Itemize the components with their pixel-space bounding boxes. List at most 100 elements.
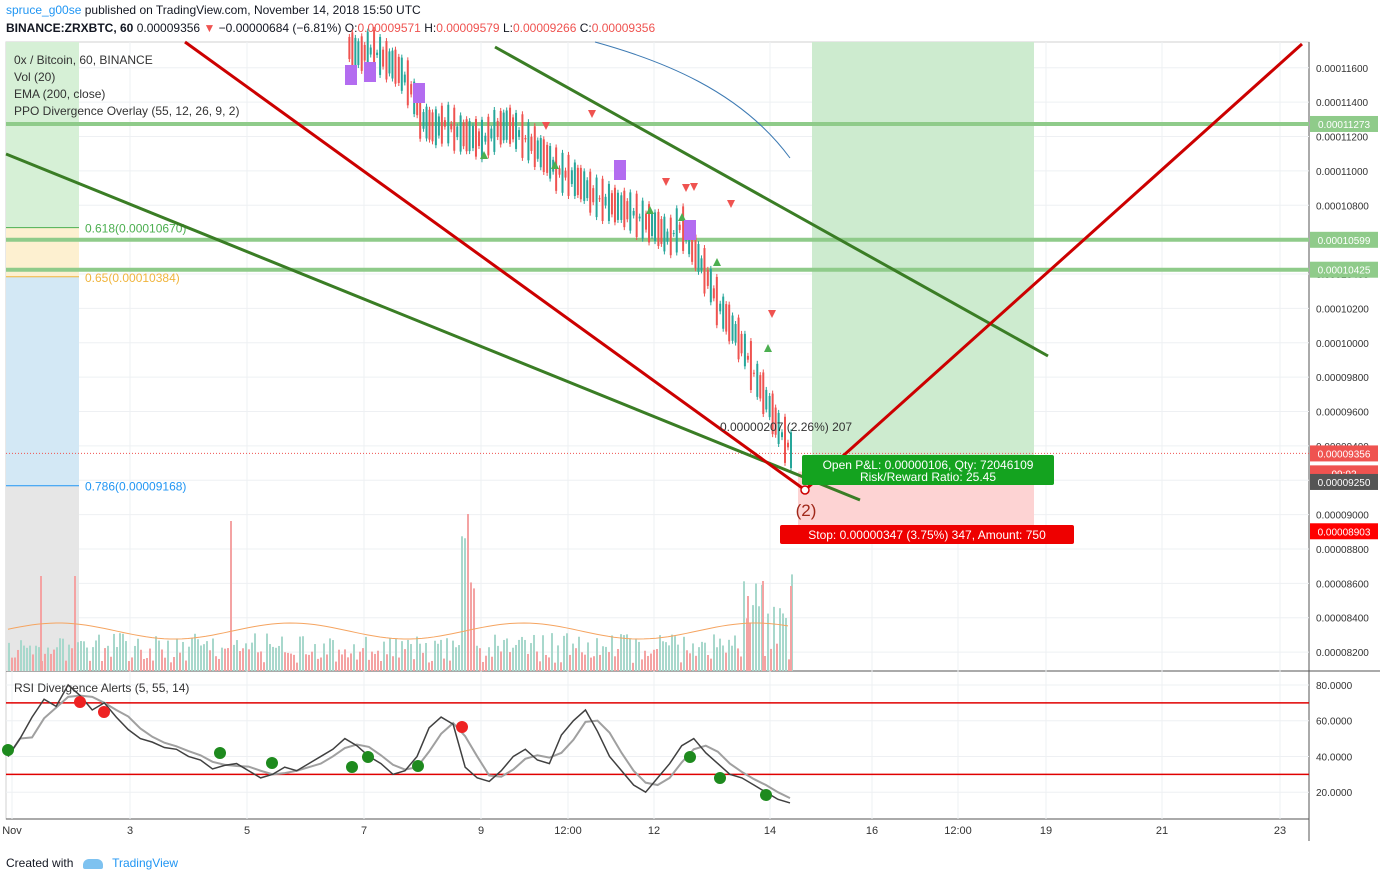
volume-bar (617, 649, 619, 671)
volume-bar (17, 649, 19, 671)
volume-bar (173, 657, 175, 671)
pnl-label: Open P&L: 0.00000106, Qty: 72046109 (823, 458, 1034, 472)
trend-line-lower (5, 152, 861, 502)
candle-body (521, 114, 524, 158)
rsi-bearish-dot (456, 721, 468, 733)
candle-body (641, 200, 644, 239)
rsi-line (7, 683, 791, 804)
footer-branding: Created with TradingView (6, 856, 178, 870)
candle-body (697, 243, 700, 272)
volume-bar (254, 633, 256, 671)
candle-body (564, 170, 567, 178)
candle-body (728, 304, 731, 342)
candle-body (425, 106, 428, 139)
candle-body (477, 131, 480, 146)
volume-bar (50, 653, 52, 671)
volume-bar (383, 641, 385, 671)
sell-signal-icon (588, 110, 596, 118)
volume-bar (494, 634, 496, 671)
candle-body (462, 122, 465, 147)
rsi-bearish-dot (98, 706, 110, 718)
candle-body (369, 47, 372, 55)
volume-bar (440, 639, 442, 671)
volume-bar (551, 633, 553, 671)
volume-bar (677, 644, 679, 671)
volume-bar (197, 639, 199, 671)
candle-body (651, 214, 654, 237)
legend-ema[interactable]: EMA (200, close) (14, 87, 106, 101)
candle-body (465, 119, 468, 152)
candle-body (725, 304, 728, 332)
candle-body (400, 57, 403, 91)
candle-body (645, 213, 648, 230)
sell-signal-icon (662, 178, 670, 186)
volume-bar (368, 659, 370, 671)
volume-bar (554, 662, 556, 671)
volume-bar (530, 643, 532, 671)
volume-bar (584, 654, 586, 671)
candle-body (768, 395, 771, 418)
volume-bar (575, 648, 577, 671)
volume-bar (161, 649, 163, 671)
volume-bar (701, 641, 703, 671)
volume-bar (128, 661, 130, 671)
candle-body (749, 341, 752, 390)
time-tick-label: Nov (2, 825, 22, 837)
volume-bar (110, 656, 112, 671)
time-tick-label: 16 (866, 825, 878, 837)
candle-body (459, 115, 462, 152)
candle-body (583, 171, 586, 201)
candle-body (589, 171, 592, 213)
volume-bar (212, 638, 214, 671)
candle-body (499, 110, 502, 145)
time-tick-label: 12:00 (944, 825, 972, 837)
fib-level-label: 0.65(0.00010384) (85, 271, 180, 285)
candle-body (484, 135, 487, 142)
volume-bar (509, 652, 511, 671)
close-label: C: (579, 21, 592, 35)
volume-bar (755, 583, 757, 671)
volume-bar (587, 642, 589, 671)
candle-body (360, 36, 363, 71)
wave-label: (2) (796, 501, 817, 520)
candle-body (440, 105, 443, 144)
fib-zone-grey (6, 485, 79, 671)
volume-bar (221, 647, 223, 671)
volume-bar (431, 660, 433, 671)
volume-bar (764, 655, 766, 671)
candle-body (715, 276, 718, 326)
legend-symbol[interactable]: 0x / Bitcoin, 60, BINANCE (14, 53, 153, 67)
legend-ppo[interactable]: PPO Divergence Overlay (55, 12, 26, 9, 2… (14, 104, 240, 118)
rsi-bullish-dot (412, 760, 424, 772)
low-label: L: (502, 21, 513, 35)
candle-body (357, 41, 360, 66)
volume-bar (785, 617, 787, 671)
price-axis-label-box (1310, 473, 1378, 490)
volume-bar (32, 654, 34, 671)
candle-body (706, 269, 709, 286)
author-link[interactable]: spruce_g00se (6, 3, 82, 17)
volume-bar (752, 605, 754, 671)
price-axis-label: 0.00011273 (1318, 120, 1371, 131)
candle-body (567, 154, 570, 196)
candle-body (629, 192, 632, 231)
target-distance-label: 0.00000207 (2.26%) 207 (720, 420, 852, 434)
volume-bar (626, 634, 628, 671)
volume-bar (272, 646, 274, 671)
candle-body (434, 109, 437, 146)
candle-body (351, 32, 354, 68)
candle-body (607, 183, 610, 222)
rsi-bullish-dot (362, 751, 374, 763)
legend-volume[interactable]: Vol (20) (14, 70, 56, 84)
volume-bar (164, 657, 166, 671)
volume-bar (710, 658, 712, 671)
price-axis-label-box (1310, 523, 1378, 540)
candle-body (490, 128, 493, 139)
volume-bar (218, 658, 220, 671)
candle-body (610, 193, 613, 215)
volume-bar (185, 660, 187, 671)
tradingview-link[interactable]: TradingView (112, 856, 179, 870)
volume-bar (419, 643, 421, 671)
time-tick-label: 7 (361, 825, 367, 837)
